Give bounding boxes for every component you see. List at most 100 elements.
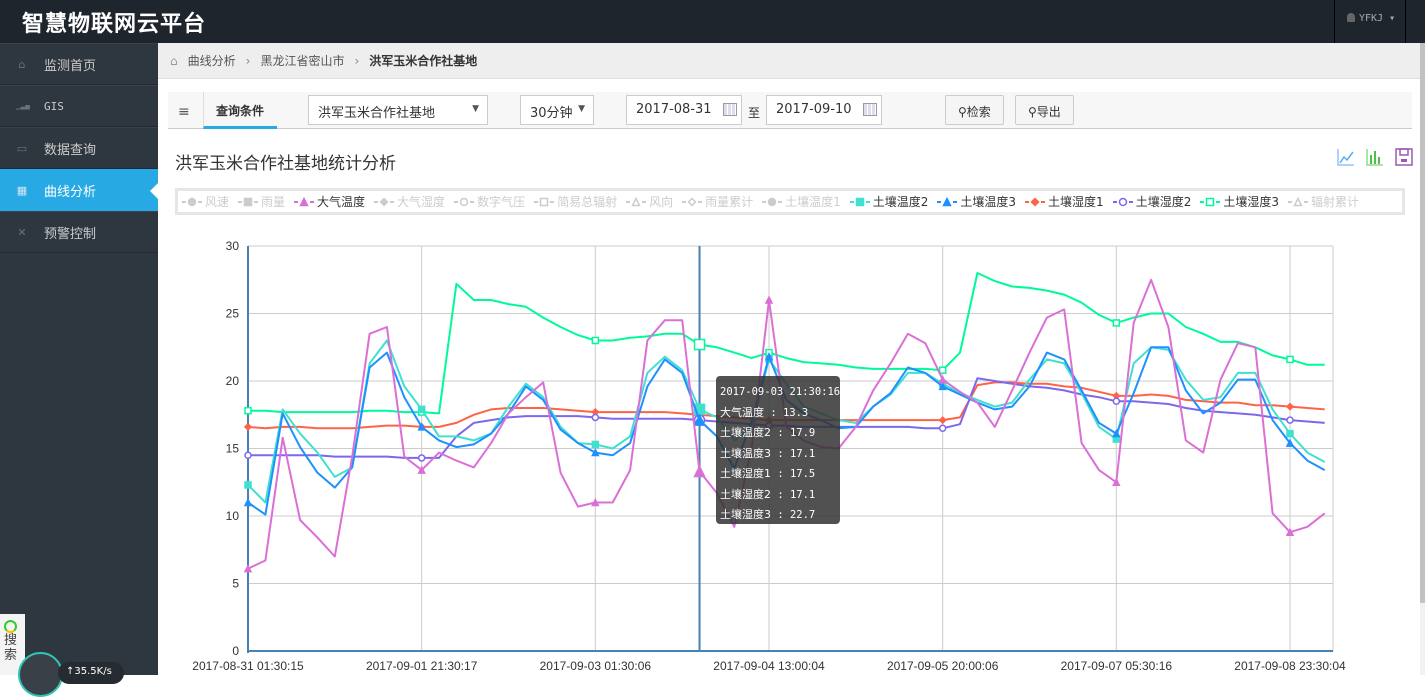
- legend-marker-icon: [1287, 196, 1308, 206]
- caret-down-icon: ▾: [1389, 13, 1396, 24]
- legend-item[interactable]: 土壤温度2: [849, 193, 928, 210]
- x-tick-label: 2017-09-01 21:30:17: [366, 659, 478, 673]
- x-tick-label: 2017-08-31 01:30:15: [192, 659, 304, 673]
- legend-marker: [243, 197, 253, 206]
- legend-item[interactable]: 土壤温度1: [762, 193, 841, 210]
- tooltip-value: 17.1: [789, 447, 816, 460]
- sidebar-item-label: 曲线分析: [44, 184, 97, 200]
- series-line[interactable]: [248, 272, 1325, 415]
- legend-marker: [942, 196, 953, 206]
- legend-label: 土壤温度3: [960, 195, 1017, 209]
- sidebar-item-curve-analysis[interactable]: ▦ 曲线分析: [0, 169, 158, 211]
- data-point: [243, 563, 253, 573]
- data-point: [1285, 402, 1295, 411]
- legend-label: 土壤湿度3: [1223, 195, 1279, 209]
- tooltip-row: 土壤湿度2 : 17.1: [720, 485, 836, 506]
- legend-item[interactable]: 土壤湿度1: [1025, 193, 1104, 210]
- legend-marker: [539, 197, 549, 206]
- x-tick-label: 2017-09-04 13:00:04: [713, 659, 825, 673]
- site-select[interactable]: 洪军玉米合作社基地 ▼: [308, 95, 488, 125]
- tooltip-separator: :: [771, 488, 790, 501]
- calendar-icon[interactable]: [723, 103, 737, 116]
- legend-item[interactable]: 雨量累计: [682, 193, 753, 210]
- calendar-icon[interactable]: [863, 103, 877, 116]
- legend-item[interactable]: 辐射累计: [1287, 193, 1359, 210]
- tooltip-separator: :: [771, 427, 790, 439]
- legend-marker-icon: [937, 196, 958, 206]
- data-point: [1286, 416, 1294, 424]
- legend-label: 简易总辐射: [557, 195, 618, 209]
- user-menu[interactable]: YFKJ ▾: [1334, 0, 1406, 43]
- tooltip-value: 17.9: [789, 427, 816, 439]
- scrollbar-thumb[interactable]: [1420, 43, 1425, 603]
- search-button[interactable]: ⚲检索: [945, 95, 1004, 125]
- sidebar: ⌂ 监测首页 ▁▃▅ GIS ▭ 数据查询 ▦ 曲线分析 ✕ 预警控制: [0, 43, 158, 675]
- save-image-icon[interactable]: [1395, 148, 1413, 166]
- data-point: [1285, 438, 1295, 447]
- sidebar-item-gis[interactable]: ▁▃▅ GIS: [0, 85, 158, 127]
- tooltip-value: 22.7: [789, 509, 816, 521]
- data-point: [244, 451, 252, 459]
- x-tick-label: 2017-09-08 23:30:04: [1234, 659, 1346, 673]
- line-chart-icon[interactable]: [1337, 148, 1355, 166]
- sidebar-item-label: 数据查询: [44, 142, 97, 158]
- sidebar-item-monitor-home[interactable]: ⌂ 监测首页: [0, 43, 158, 85]
- legend-label: 雨量累计: [705, 195, 754, 209]
- user-name: YFKJ: [1359, 13, 1384, 24]
- legend-marker: [379, 196, 389, 207]
- data-point: [244, 406, 252, 415]
- export-button[interactable]: ⚲导出: [1015, 95, 1074, 125]
- y-tick-label: 25: [226, 307, 240, 321]
- legend-item[interactable]: 土壤湿度2: [1112, 193, 1191, 210]
- sidebar-item-data-query[interactable]: ▭ 数据查询: [0, 127, 158, 169]
- breadcrumb-item[interactable]: 曲线分析: [187, 54, 236, 68]
- data-point: [243, 497, 253, 507]
- legend-marker: [1293, 196, 1303, 206]
- legend-item[interactable]: 大气湿度: [374, 193, 445, 210]
- data-point: [1112, 397, 1121, 405]
- data-point: [1112, 319, 1121, 327]
- bar-chart-icon[interactable]: [1366, 148, 1384, 166]
- data-point: [938, 381, 947, 391]
- legend-item[interactable]: 土壤温度3: [937, 193, 1016, 210]
- tab-query-conditions[interactable]: 查询条件: [203, 92, 277, 129]
- legend-item[interactable]: 数字气压: [454, 193, 525, 210]
- legend-label: 风向: [649, 195, 674, 209]
- tooltip-series-name: 土壤湿度3: [720, 508, 771, 521]
- legend-marker-icon: [682, 196, 703, 207]
- legend-label: 数字气压: [477, 195, 526, 209]
- legend-item[interactable]: 风向: [626, 193, 673, 210]
- data-point: [591, 440, 600, 449]
- search-widget-label: 搜索: [4, 633, 18, 663]
- data-point: [1112, 428, 1121, 438]
- legend-item[interactable]: 雨量: [238, 193, 285, 210]
- home-icon[interactable]: ⌂: [170, 53, 178, 68]
- search-ring-icon: [4, 620, 17, 633]
- page-scrollbar[interactable]: [1420, 43, 1425, 675]
- sidebar-item-alarm-control[interactable]: ✕ 预警控制: [0, 211, 158, 253]
- legend-item[interactable]: 风速: [182, 193, 229, 210]
- legend-marker: [1118, 197, 1127, 206]
- chart-toolbox: [1337, 148, 1413, 166]
- interval-select[interactable]: 30分钟 ▼: [520, 95, 594, 125]
- data-point: [417, 454, 426, 462]
- breadcrumb-item[interactable]: 黑龙江省密山市: [260, 54, 345, 68]
- data-point: [591, 497, 600, 507]
- end-date-input[interactable]: 2017-09-10: [766, 95, 882, 125]
- search-icon: ⚲: [958, 105, 967, 119]
- legend-label: 大气湿度: [397, 195, 446, 209]
- caret-down-icon: ▼: [575, 104, 585, 114]
- network-speed: ↑35.5K/s: [58, 662, 124, 684]
- menu-icon[interactable]: ≡: [178, 104, 190, 120]
- start-date-input[interactable]: 2017-08-31: [626, 95, 742, 125]
- x-tick-label: 2017-09-07 05:30:16: [1061, 659, 1173, 673]
- legend-item[interactable]: 土壤湿度3: [1200, 193, 1279, 210]
- legend-label: 风速: [205, 195, 230, 209]
- export-button-label: 导出: [1036, 105, 1061, 119]
- tooltip-row: 土壤湿度1 : 17.5: [720, 464, 836, 485]
- legend-item[interactable]: 简易总辐射: [534, 193, 617, 210]
- end-date-value: 2017-09-10: [776, 102, 852, 117]
- data-point: [1286, 355, 1294, 364]
- legend-item[interactable]: 大气温度: [294, 193, 365, 210]
- caret-down-icon: ▼: [472, 104, 479, 114]
